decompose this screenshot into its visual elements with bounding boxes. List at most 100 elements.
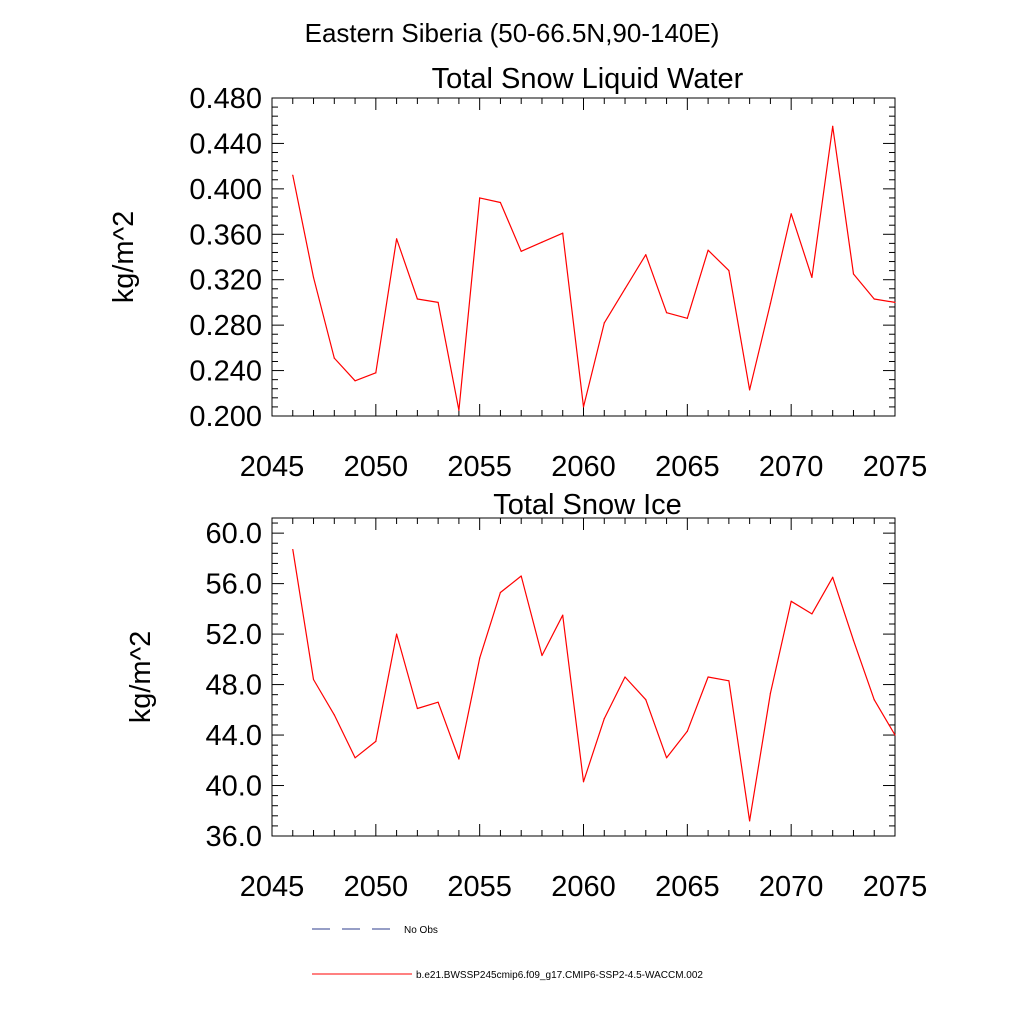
data-point: [541, 654, 543, 657]
data-point: [312, 276, 315, 279]
x-tick-label: 2070: [759, 451, 824, 483]
data-point: [479, 197, 481, 199]
x-tick-label: 2045: [240, 871, 305, 903]
data-point: [624, 288, 626, 290]
data-point: [769, 302, 772, 305]
x-tick-label: 2075: [863, 871, 928, 903]
panel-snow-ice: Total Snow Ice kg/m^2 2045 2050 2055 2060 2065…: [125, 489, 927, 903]
y-tick-label: 36.0: [206, 821, 262, 853]
y-tick-label: 48.0: [206, 670, 262, 702]
data-point: [686, 730, 688, 732]
chart-title: Total Snow Ice: [493, 489, 682, 521]
x-tick-label: 2055: [447, 871, 512, 903]
data-point: [665, 312, 668, 314]
data-point: [852, 273, 855, 275]
data-point: [396, 633, 398, 635]
data-point: [894, 734, 896, 736]
y-tick-label: 44.0: [206, 720, 262, 752]
plot-frame: [271, 517, 896, 837]
data-point: [520, 250, 522, 252]
y-tick-label: 0.200: [189, 401, 262, 433]
x-tick-label: 2075: [863, 451, 928, 483]
y-tick-label: 60.0: [206, 518, 262, 550]
data-point: [333, 714, 335, 716]
data-point: [582, 406, 585, 408]
x-tick-label: 2055: [447, 451, 512, 483]
data-point: [645, 254, 647, 256]
data-point: [458, 409, 460, 411]
data-point: [707, 676, 709, 678]
data-point: [541, 241, 543, 243]
data-point: [749, 389, 751, 391]
panel-snow-liquid-water: Total Snow Liquid Water kg/m^2 2045 2050 205…: [108, 63, 927, 483]
series-line: [292, 125, 896, 411]
data-point: [458, 758, 460, 760]
data-point: [499, 591, 502, 594]
data-point: [333, 357, 335, 359]
data-point: [894, 301, 896, 304]
data-point: [437, 701, 439, 703]
data-point: [375, 372, 377, 374]
data-point: [354, 380, 356, 382]
data-point: [416, 298, 418, 300]
x-tick-label: 2065: [655, 871, 720, 903]
y-tick-label: 56.0: [206, 569, 262, 601]
y-tick-label: 0.320: [189, 265, 262, 297]
data-point: [562, 614, 564, 616]
data-point: [811, 276, 813, 279]
y-tick-label: 40.0: [206, 771, 262, 803]
data-point: [873, 699, 875, 701]
data-point: [292, 548, 294, 551]
x-tick-label: 2050: [344, 871, 409, 903]
data-point: [479, 657, 481, 659]
data-point: [707, 249, 709, 251]
x-tick-label: 2060: [551, 871, 616, 903]
data-point: [603, 322, 605, 324]
data-point: [769, 692, 772, 695]
y-tick-label: 0.360: [189, 219, 262, 251]
x-tick-label: 2070: [759, 871, 824, 903]
legend-label-model-run: b.e21.BWSSP245cmip6.f09_g17.CMIP6-SSP2-4…: [416, 970, 703, 981]
data-point: [790, 600, 792, 602]
data-point: [292, 174, 294, 176]
legend-label-no-obs: No Obs: [404, 925, 438, 936]
data-point: [728, 270, 730, 272]
data-point: [686, 317, 688, 319]
y-axis-label: kg/m^2: [108, 211, 140, 304]
x-tick-label: 2065: [655, 451, 720, 483]
data-point: [603, 718, 605, 720]
x-tick-label: 2060: [551, 451, 616, 483]
data-point: [520, 575, 522, 577]
data-point: [396, 238, 398, 240]
data-point: [582, 781, 585, 783]
data-point: [416, 707, 418, 710]
data-point: [562, 232, 564, 234]
y-tick-label: 0.400: [189, 174, 262, 206]
y-axis-label: kg/m^2: [125, 631, 157, 724]
data-point: [645, 699, 647, 701]
data-point: [375, 740, 377, 742]
figure-suptitle: Eastern Siberia (50-66.5N,90-140E): [305, 18, 720, 48]
data-point: [312, 678, 315, 681]
y-tick-label: 0.240: [189, 356, 262, 388]
data-point: [832, 125, 834, 127]
y-tick-label: 0.440: [189, 128, 262, 160]
data-point: [728, 680, 730, 682]
x-tick-label: 2045: [240, 451, 305, 483]
data-point: [832, 576, 834, 578]
data-point: [624, 676, 626, 678]
data-point: [790, 213, 792, 215]
data-point: [437, 301, 439, 304]
data-point: [354, 757, 356, 759]
data-point: [499, 201, 502, 204]
y-tick-label: 0.480: [189, 83, 262, 115]
x-tick-label: 2050: [344, 451, 409, 483]
plot-frame: [271, 97, 896, 417]
y-tick-label: 52.0: [206, 619, 262, 651]
y-tick-label: 0.280: [189, 310, 262, 342]
data-point: [852, 639, 855, 642]
data-point: [873, 298, 875, 300]
data-point: [811, 613, 813, 615]
chart-title: Total Snow Liquid Water: [432, 63, 744, 95]
